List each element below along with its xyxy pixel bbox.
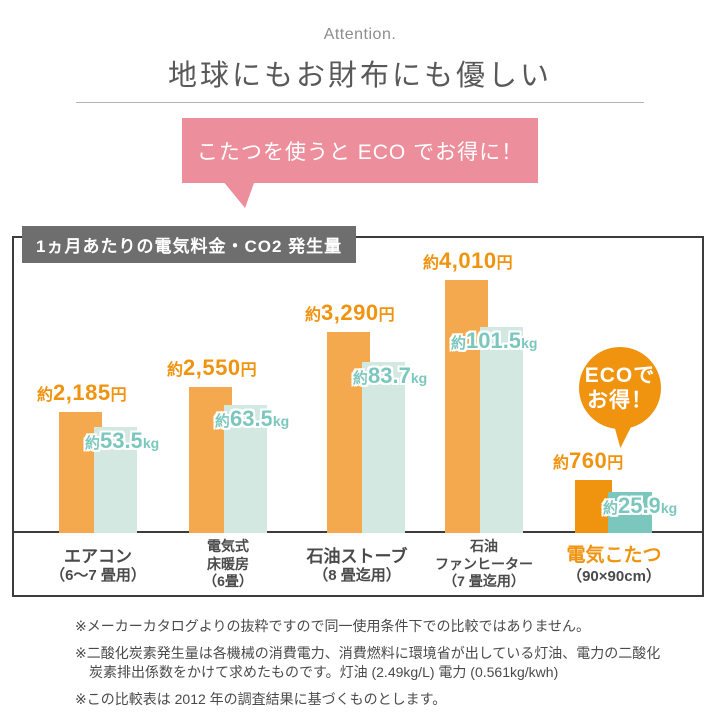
attention-label: Attention. [323, 26, 397, 43]
co2-amount: 101.5 [466, 328, 522, 353]
co2-prefix: 約 [215, 413, 231, 430]
price-prefix: 約 [37, 387, 54, 404]
bar-group-aircon: 約2,185円 約53.5kg [37, 238, 159, 533]
footnote: ※この比較表は 2012 年の調査結果に基づくものとします。 [75, 690, 447, 707]
co2-bar [94, 427, 137, 533]
co2-unit: kg [272, 413, 290, 429]
bar-group-kotatsu: 約760円 約25.9kg [553, 238, 677, 533]
price-unit: 円 [378, 307, 395, 324]
category-size: （7 畳迄用） [443, 573, 525, 589]
co2-amount: 25.9 [618, 493, 661, 518]
price-unit: 円 [240, 362, 257, 379]
category-label-floor-heating: 電気式 床暖房 （6畳） [148, 538, 308, 591]
price-amount: 2,185 [53, 380, 111, 405]
price-amount: 760 [569, 448, 608, 473]
price-prefix: 約 [305, 307, 322, 324]
speech-bubble-text: こたつを使うと ECO でお得に！ [196, 140, 524, 164]
speech-bubble: こたつを使うと ECO でお得に！ [182, 118, 538, 183]
speech-bubble-tail [224, 183, 254, 208]
co2-value-label: 約101.5kg [451, 328, 537, 354]
price-prefix: 約 [167, 362, 184, 379]
category-name: 石油ストーブ [306, 547, 408, 566]
page-title: 地球にもお財布にも優しい [167, 60, 552, 92]
co2-value-label: 約25.9kg [603, 493, 677, 519]
price-unit: 円 [607, 455, 624, 472]
category-label-oil-stove: 石油ストーブ （8 畳迄用） [277, 538, 437, 586]
price-value-label: 約2,185円 [37, 380, 127, 406]
comparison-chart: 1ヵ月あたりの電気料金・CO2 発生量 約2,185円 約53.5kg 約2,5… [12, 226, 704, 597]
co2-value-label: 約83.7kg [353, 363, 427, 389]
category-name: エアコン [64, 547, 132, 566]
co2-bar [480, 327, 523, 533]
eco-badge: ECOで お得！ [579, 347, 661, 429]
price-amount: 2,550 [183, 355, 241, 380]
co2-unit: kg [660, 500, 678, 516]
price-value-label: 約3,290円 [305, 300, 395, 326]
price-amount: 3,290 [321, 300, 379, 325]
co2-prefix: 約 [603, 500, 619, 517]
category-name: 石油 ファンヒーター [435, 538, 533, 572]
co2-bar [608, 492, 652, 533]
co2-amount: 53.5 [100, 428, 143, 453]
price-value-label: 約4,010円 [423, 248, 513, 274]
category-label-aircon: エアコン （6〜7 畳用） [18, 538, 178, 586]
co2-bar [224, 405, 267, 533]
category-name: 電気こたつ [566, 545, 662, 566]
co2-amount: 83.7 [368, 363, 411, 388]
chart-plot-area: 約2,185円 約53.5kg 約2,550円 約63.5kg [14, 238, 702, 533]
co2-unit: kg [410, 370, 428, 386]
price-prefix: 約 [423, 255, 440, 272]
co2-value-label: 約63.5kg [215, 406, 289, 432]
co2-amount: 63.5 [230, 406, 273, 431]
price-value-label: 約760円 [553, 448, 623, 474]
co2-prefix: 約 [451, 335, 467, 352]
footnote: ※メーカーカタログよりの抜粋ですので同一使用条件下での比較ではありません。 [75, 618, 591, 634]
title-divider [76, 102, 644, 103]
bar-group-oil-stove: 約3,290円 約83.7kg [305, 238, 427, 533]
footnotes: ※メーカーカタログよりの抜粋ですので同一使用条件下での比較ではありません。 ※二… [75, 617, 667, 716]
category-size: （6畳） [203, 573, 253, 589]
category-size: （90×90cm） [567, 567, 661, 585]
price-value-label: 約2,550円 [167, 355, 257, 381]
bar-group-floor-heating: 約2,550円 約63.5kg [167, 238, 289, 533]
co2-prefix: 約 [353, 370, 369, 387]
chart-title-badge: 1ヵ月あたりの電気料金・CO2 発生量 [22, 226, 357, 263]
category-name: 電気式 床暖房 [207, 538, 249, 572]
footnote: ※二酸化炭素発生量は各機械の消費電力、消費燃料に環境省が出している灯油、電力の二… [75, 644, 661, 681]
co2-unit: kg [142, 435, 160, 451]
price-prefix: 約 [553, 455, 570, 472]
price-bar [575, 480, 612, 533]
co2-unit: kg [521, 335, 538, 351]
category-size: （8 畳迄用） [313, 567, 401, 585]
co2-bar [362, 362, 405, 533]
co2-value-label: 約53.5kg [85, 428, 159, 454]
category-label-oil-fan-heater: 石油 ファンヒーター （7 畳迄用） [404, 538, 564, 591]
price-unit: 円 [110, 387, 127, 404]
bar-group-oil-fan-heater: 約4,010円 約101.5kg [423, 238, 537, 533]
price-amount: 4,010 [439, 248, 497, 273]
category-size: （6〜7 畳用） [50, 567, 146, 585]
price-unit: 円 [496, 255, 513, 272]
co2-prefix: 約 [85, 435, 101, 452]
category-label-kotatsu: 電気こたつ （90×90cm） [534, 538, 694, 587]
